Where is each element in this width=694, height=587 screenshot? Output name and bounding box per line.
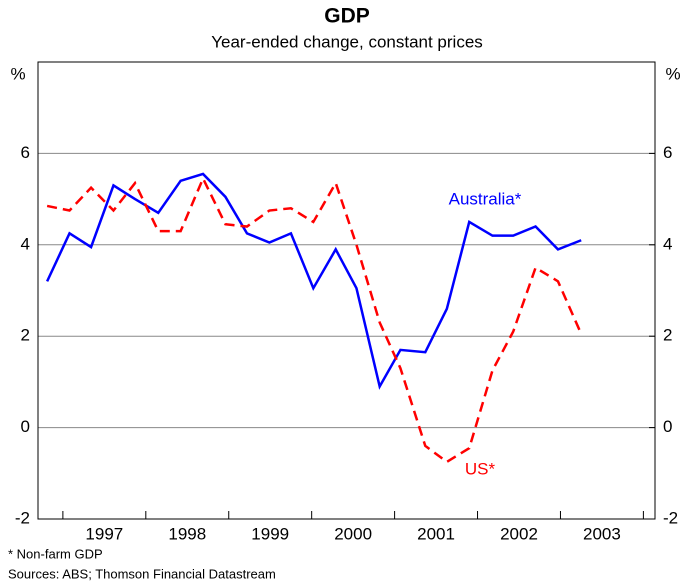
x-tick-label: 2000 xyxy=(334,524,372,543)
y2-tick-label: 2 xyxy=(663,326,672,345)
x-tick-label: 2001 xyxy=(417,524,455,543)
footnote: Sources: ABS; Thomson Financial Datastre… xyxy=(8,566,276,581)
chart-subtitle: Year-ended change, constant prices xyxy=(211,32,483,51)
series-label: Australia* xyxy=(449,189,522,208)
series-label: US* xyxy=(465,459,496,478)
plot-frame xyxy=(37,61,656,520)
y2-tick-label: 6 xyxy=(663,143,672,162)
footnote: * Non-farm GDP xyxy=(8,546,103,561)
x-tick-label: 1999 xyxy=(251,524,289,543)
x-tick-label: 2002 xyxy=(500,524,538,543)
y2-tick-label: 0 xyxy=(663,417,672,436)
x-tick-label: 2003 xyxy=(583,524,621,543)
y2-tick-label: -2 xyxy=(663,508,678,527)
y2-tick-label: 4 xyxy=(663,234,672,253)
y-tick-label: 4 xyxy=(21,234,30,253)
y-tick-label: 0 xyxy=(21,417,30,436)
y-tick-label: 6 xyxy=(21,143,30,162)
y-tick-label: -2 xyxy=(15,508,30,527)
chart-title: GDP xyxy=(324,5,370,28)
x-tick-label: 1997 xyxy=(85,524,123,543)
series-line xyxy=(46,175,583,464)
y-axis-label: % xyxy=(10,64,25,83)
series-line xyxy=(45,172,582,390)
y2-axis-label: % xyxy=(665,64,680,83)
x-tick-label: 1998 xyxy=(168,524,206,543)
y-tick-label: 2 xyxy=(21,326,30,345)
